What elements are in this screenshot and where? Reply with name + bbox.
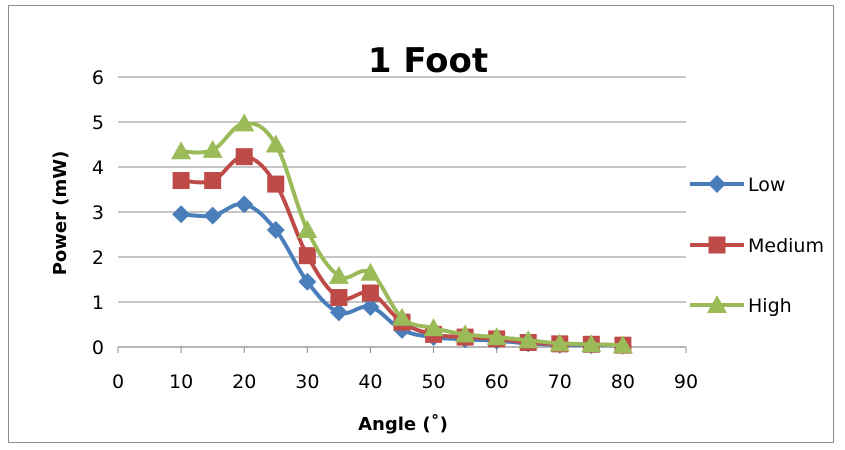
x-tick-label: 50 <box>421 371 445 393</box>
y-tick-label: 5 <box>92 112 104 134</box>
data-point-high <box>549 333 570 352</box>
x-tick-label: 40 <box>358 371 382 393</box>
legend-marker-low <box>708 175 726 193</box>
y-tick-label: 2 <box>92 247 104 269</box>
data-point-high <box>518 330 539 349</box>
data-point-medium <box>172 172 190 189</box>
series-high <box>171 113 633 354</box>
x-tick-label: 70 <box>548 371 572 393</box>
data-point-high <box>423 318 444 337</box>
x-tick-label: 80 <box>611 371 635 393</box>
y-tick-label: 0 <box>92 337 104 359</box>
data-point-low <box>235 195 254 214</box>
data-point-medium <box>204 172 222 189</box>
data-point-low <box>266 221 285 239</box>
data-point-medium <box>361 284 379 302</box>
data-point-high <box>360 262 381 281</box>
data-point-low <box>203 206 222 225</box>
data-point-high <box>202 139 223 158</box>
gridlines <box>118 76 686 303</box>
data-point-medium <box>235 148 253 166</box>
legend-label-high: High <box>748 295 792 317</box>
x-tick-label: 90 <box>674 371 698 393</box>
legend-marker-medium <box>708 236 726 254</box>
data-point-low <box>361 297 380 316</box>
y-tick-label: 4 <box>92 157 104 179</box>
legend-marker-high <box>707 295 727 313</box>
data-point-high <box>486 327 507 346</box>
x-tick-label: 30 <box>295 371 319 393</box>
series-low <box>172 195 632 355</box>
legend-item-low: Low <box>690 174 785 196</box>
x-tick-label: 0 <box>112 371 124 393</box>
x-tick-label: 10 <box>169 371 193 393</box>
legend-item-high: High <box>690 295 792 317</box>
x-axis-title: Angle (˚) <box>358 413 448 435</box>
data-point-high <box>234 113 255 132</box>
legend-label-low: Low <box>748 174 785 196</box>
data-point-high <box>171 141 192 160</box>
data-point-high <box>265 134 286 153</box>
chart-frame <box>8 5 834 443</box>
data-point-high <box>328 265 349 284</box>
x-tick-label: 20 <box>232 371 256 393</box>
y-tick-label: 6 <box>92 67 104 89</box>
data-point-high <box>581 334 602 353</box>
y-tick-label: 3 <box>92 202 104 224</box>
x-tick-label: 60 <box>485 371 509 393</box>
data-point-medium <box>330 289 348 306</box>
data-point-high <box>297 220 318 238</box>
data-point-low <box>329 303 348 322</box>
chart-title: 1 Foot <box>368 41 488 81</box>
data-point-high <box>612 335 633 354</box>
legend-label-medium: Medium <box>748 235 824 257</box>
series-group <box>171 113 633 355</box>
data-point-low <box>172 205 191 224</box>
data-point-medium <box>267 175 285 193</box>
y-axis-title: Power (mW) <box>50 151 71 276</box>
data-point-low <box>298 272 317 291</box>
y-tick-label: 1 <box>92 292 104 314</box>
data-point-medium <box>298 247 316 265</box>
legend-item-medium: Medium <box>690 235 824 257</box>
legend: Low Medium High <box>690 174 824 317</box>
data-point-high <box>392 307 412 326</box>
data-point-high <box>455 324 476 343</box>
